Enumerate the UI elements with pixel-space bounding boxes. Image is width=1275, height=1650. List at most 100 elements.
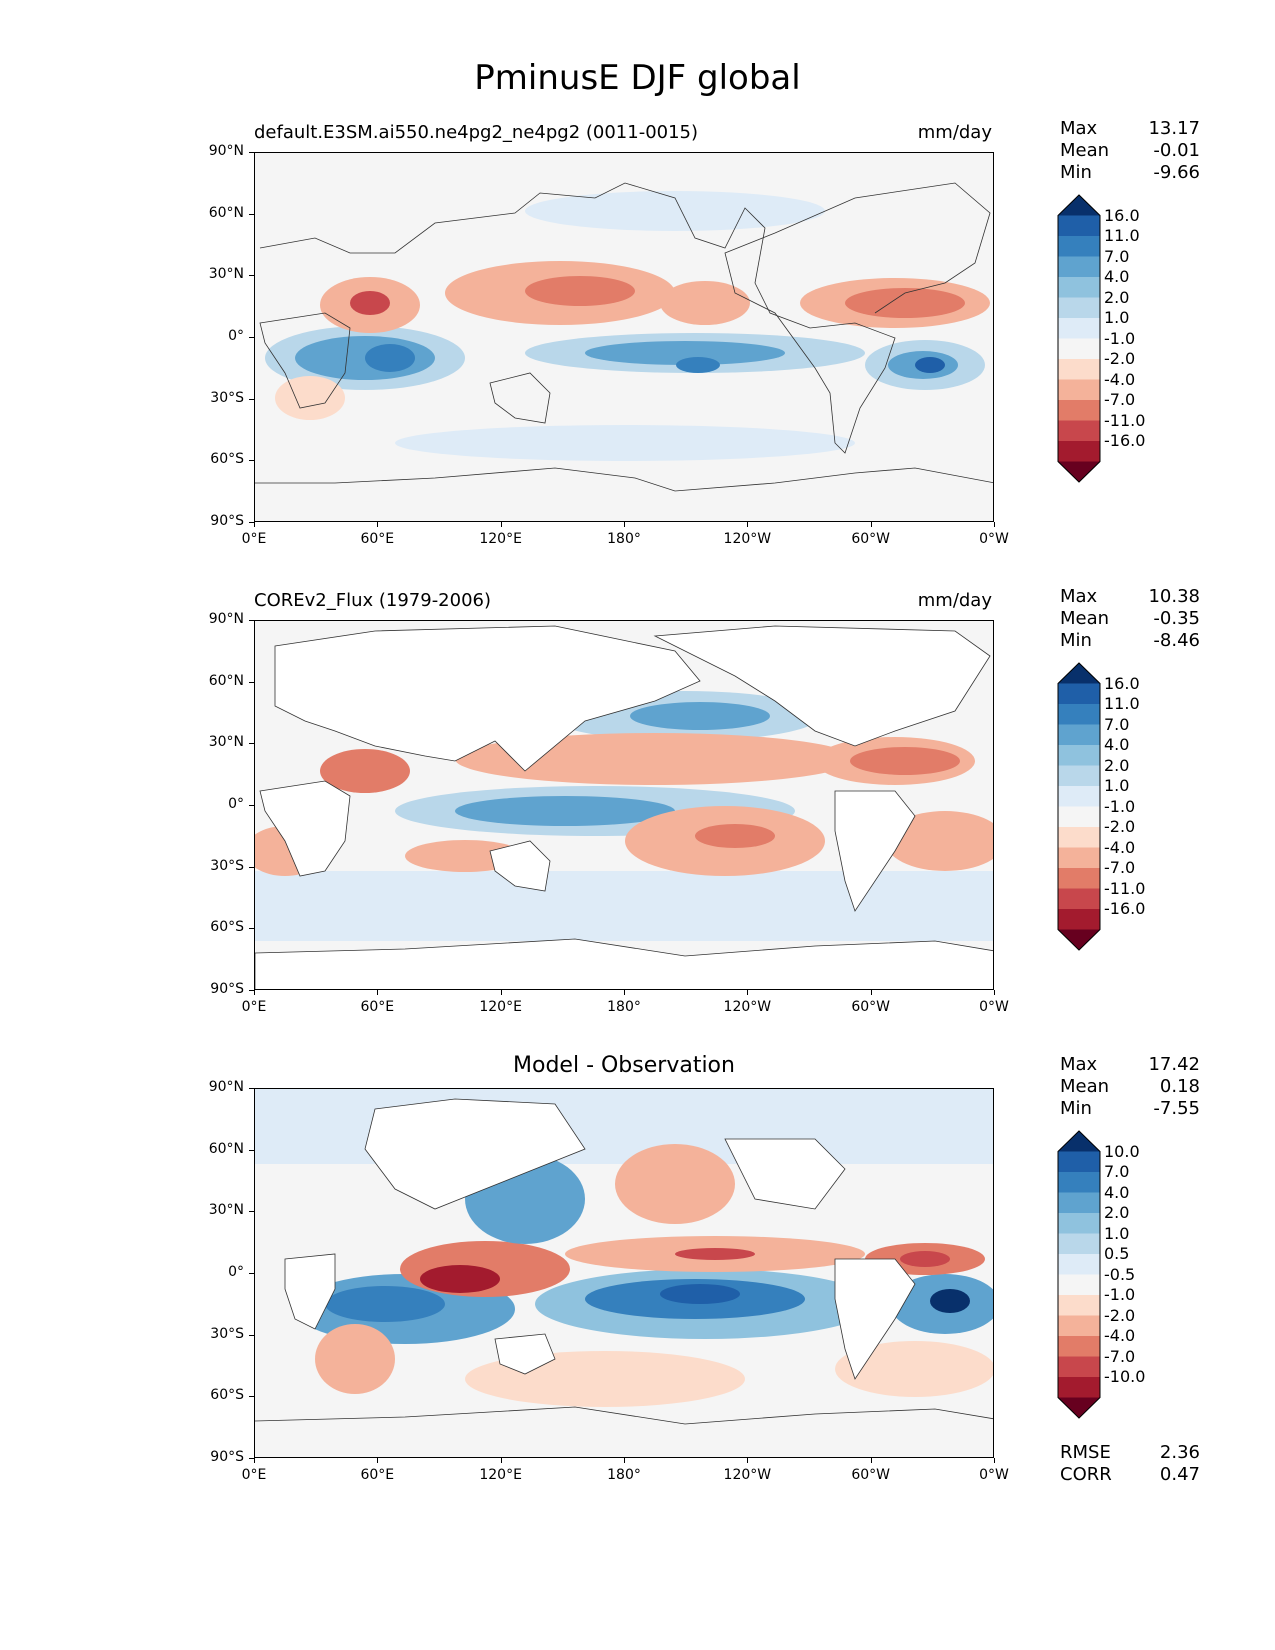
lat-tick-mark xyxy=(249,928,254,930)
lat-tick-mark xyxy=(249,1334,254,1336)
lat-tick-mark xyxy=(249,1458,254,1459)
colorbar-level-label: 2.0 xyxy=(1104,755,1130,775)
field-blob xyxy=(660,1284,740,1304)
panel-2-field xyxy=(255,691,993,941)
lon-tick-mark xyxy=(377,990,379,995)
lat-tick-label: 30°N xyxy=(208,734,244,751)
field-blob xyxy=(525,191,825,231)
colorbar-level-label: -7.0 xyxy=(1104,1346,1136,1366)
colorbar-level-label: -4.0 xyxy=(1104,1326,1136,1345)
min-label: Min xyxy=(1060,162,1092,183)
colorbar-segment xyxy=(1058,1377,1100,1398)
field-blob xyxy=(615,1144,735,1224)
colorbar-segment xyxy=(1058,909,1100,930)
mean-label: Mean xyxy=(1060,140,1110,161)
lat-tick-mark xyxy=(249,1088,254,1089)
lon-tick-mark xyxy=(254,1458,255,1463)
panel-1-map xyxy=(254,152,994,522)
colorbar-outline xyxy=(1057,662,1101,951)
colorbar-segment xyxy=(1058,1295,1100,1316)
australia-outline xyxy=(489,372,551,424)
lon-tick-mark xyxy=(747,1458,749,1463)
lon-tick-label: 180° xyxy=(607,1467,641,1483)
colorbar xyxy=(1057,194,1101,483)
lat-tick-label: 60°N xyxy=(208,204,244,221)
lon-tick-mark xyxy=(994,990,995,995)
max-label: Max xyxy=(1060,1054,1098,1075)
lon-tick-mark xyxy=(500,522,502,527)
north-america-masked-land xyxy=(724,1138,846,1210)
colorbar-segment xyxy=(1058,1213,1100,1234)
colorbar-segment xyxy=(1058,256,1100,277)
lon-tick-mark xyxy=(500,990,502,995)
field-blob xyxy=(275,376,345,420)
colorbar-level-label: -0.5 xyxy=(1104,1264,1136,1284)
min-value: -7.55 xyxy=(1153,1098,1200,1119)
lat-tick-label: 90°N xyxy=(208,611,244,627)
lat-tick-mark xyxy=(249,1211,254,1213)
mean-value: -0.01 xyxy=(1153,140,1200,161)
lat-tick-label: 90°N xyxy=(208,1079,244,1095)
field-blob xyxy=(630,702,770,730)
lat-tick-mark xyxy=(249,398,254,400)
colorbar-segment xyxy=(1058,1151,1100,1172)
panel-3-coastlines xyxy=(255,1406,993,1425)
field-blob xyxy=(320,749,410,793)
lon-tick-label: 60°W xyxy=(851,531,890,547)
colorbar-segment xyxy=(1058,847,1100,868)
colorbar-segment xyxy=(1058,765,1100,786)
max-value: 13.17 xyxy=(1148,118,1200,139)
lon-tick-mark xyxy=(254,522,255,527)
colorbar-segment xyxy=(1058,1336,1100,1357)
lat-tick-mark xyxy=(249,1396,254,1398)
colorbar-segment xyxy=(1058,663,1100,684)
colorbar-level-label: 16.0 xyxy=(1104,673,1140,693)
colorbar-segment xyxy=(1058,379,1100,400)
min-label: Min xyxy=(1060,1098,1092,1119)
lat-tick-label: 30°S xyxy=(210,857,244,874)
corr-value: 0.47 xyxy=(1159,1464,1200,1485)
lon-tick-label: 0°E xyxy=(241,531,267,547)
colorbar-segment xyxy=(1058,1274,1100,1295)
field-blob xyxy=(350,291,390,315)
lat-tick-label: 30°S xyxy=(210,1325,244,1342)
lat-tick-mark xyxy=(249,213,254,215)
colorbar-segment xyxy=(1058,1397,1100,1418)
antarctica-outline xyxy=(255,467,993,492)
field-blob xyxy=(675,1248,755,1260)
lon-tick-mark xyxy=(624,522,625,527)
lon-tick-label: 120°W xyxy=(723,531,772,547)
antarctica-land xyxy=(255,938,993,989)
lon-tick-mark xyxy=(377,1458,379,1463)
colorbar-segment xyxy=(1058,1131,1100,1152)
rmse-value: 2.36 xyxy=(1159,1442,1200,1463)
colorbar-segment xyxy=(1058,1192,1100,1213)
colorbar-segment xyxy=(1058,888,1100,909)
lat-tick-label: 60°S xyxy=(210,919,244,936)
min-value: -9.66 xyxy=(1153,162,1200,183)
colorbar-level-label: -2.0 xyxy=(1104,1305,1136,1325)
field-band xyxy=(255,1089,993,1164)
colorbar-level-label: 1.0 xyxy=(1104,1223,1130,1243)
lon-tick-label: 0°E xyxy=(241,1467,267,1483)
mean-value: -0.35 xyxy=(1153,608,1200,629)
panel-1-field xyxy=(265,191,990,461)
lat-tick-mark xyxy=(249,620,254,621)
lon-tick-mark xyxy=(747,522,749,527)
colorbar-segment xyxy=(1058,786,1100,807)
lon-tick-mark xyxy=(870,1458,872,1463)
lat-tick-mark xyxy=(249,275,254,277)
australia-land xyxy=(494,1333,556,1375)
colorbar-outline xyxy=(1057,194,1101,483)
colorbar-level-label: -4.0 xyxy=(1104,369,1136,389)
field-blob xyxy=(395,425,855,461)
colorbar-segment xyxy=(1058,1233,1100,1254)
lon-tick-label: 120°E xyxy=(479,999,522,1015)
colorbar-segment xyxy=(1058,827,1100,848)
south-america-land xyxy=(834,1258,916,1380)
field-blob xyxy=(676,357,720,373)
colorbar-level-label: 11.0 xyxy=(1104,694,1140,713)
africa-outline xyxy=(259,312,351,409)
panel-3-subtitle: Model - Observation xyxy=(513,1053,735,1078)
lon-tick-mark xyxy=(994,1458,995,1463)
